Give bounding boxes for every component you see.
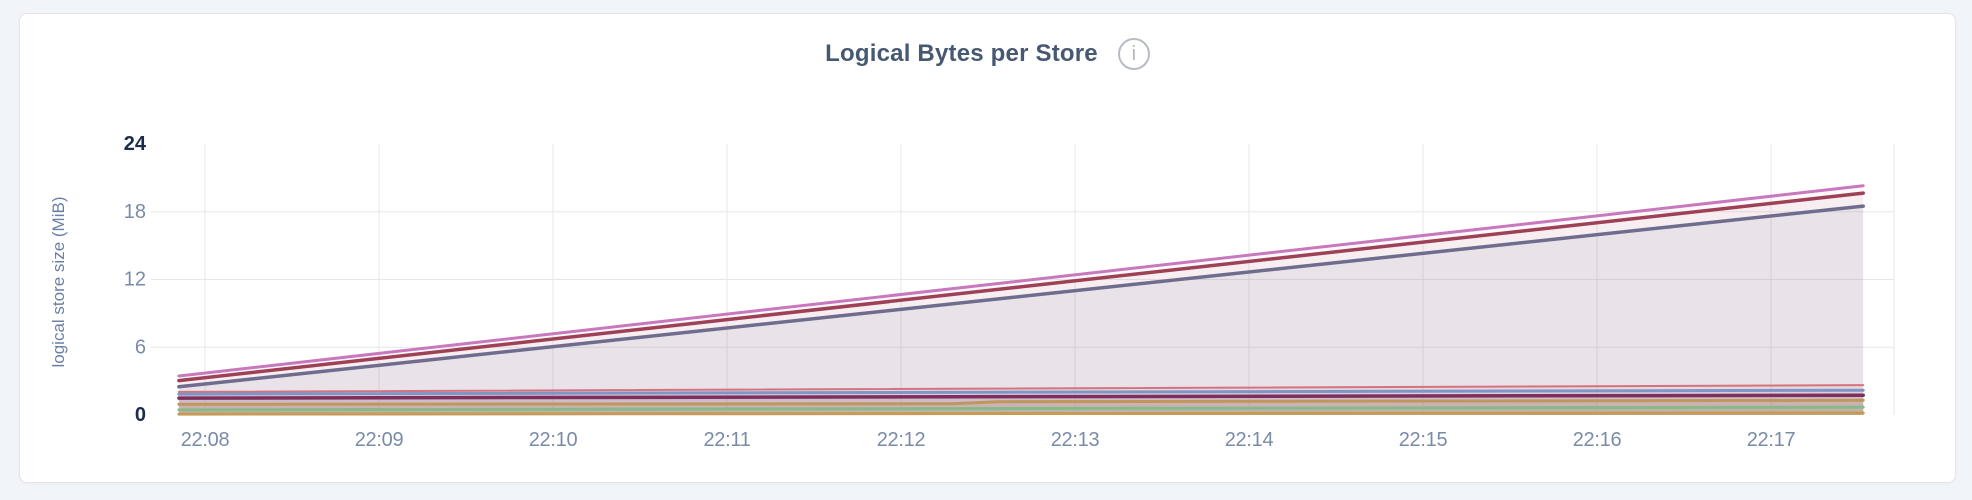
y-axis-tick-label: 18 — [124, 201, 146, 223]
series-2-line — [177, 191, 1865, 383]
x-axis-tick-label: 22:09 — [355, 429, 404, 451]
y-axis-tick-label: 0 — [135, 404, 146, 426]
x-axis-tick-label: 22:15 — [1399, 429, 1448, 451]
series-8-line — [177, 405, 1865, 412]
chart-header: Logical Bytes per Store i — [20, 38, 1955, 70]
info-icon-glyph: i — [1131, 43, 1137, 65]
series-5-line — [177, 388, 1865, 396]
series-2-area — [178, 193, 1864, 415]
x-axis-tick-label: 22:16 — [1573, 429, 1622, 451]
x-axis-tick-label: 22:14 — [1225, 429, 1274, 451]
x-axis-tick-label: 22:11 — [703, 429, 750, 451]
series-6-line — [177, 393, 1865, 400]
series-4-line — [177, 384, 1865, 393]
info-icon[interactable]: i — [1117, 38, 1150, 70]
x-axis-tick-label: 22:17 — [1747, 429, 1796, 451]
series-1-line — [177, 184, 1865, 378]
series-3-line — [177, 204, 1865, 389]
x-axis-tick-label: 22:08 — [181, 429, 230, 451]
x-axis-tick-label: 22:12 — [877, 429, 926, 451]
chart-card: Logical Bytes per Store i 0 6 12 18 24 22:08 2… — [19, 13, 1956, 483]
y-axis-tick-label: 24 — [124, 133, 147, 155]
series-1-area — [178, 185, 1864, 415]
x-axis-tick-label: 22:10 — [529, 429, 578, 451]
series-3-area — [178, 206, 1864, 415]
x-axis-tick-label: 22:13 — [1051, 429, 1100, 451]
logical-bytes-per-store-chart[interactable]: 0 6 12 18 24 22:08 22:09 22:10 22:11 22:12 22:13 22… — [20, 14, 1957, 484]
y-axis-tick-label: 6 — [135, 336, 146, 358]
y-axis-title: logical store size (MiB) — [49, 197, 68, 368]
chart-title: Logical Bytes per Store — [825, 40, 1098, 67]
y-axis-tick-label: 12 — [124, 269, 146, 291]
series-9-line — [177, 411, 1865, 416]
series-7-line — [177, 398, 1865, 406]
